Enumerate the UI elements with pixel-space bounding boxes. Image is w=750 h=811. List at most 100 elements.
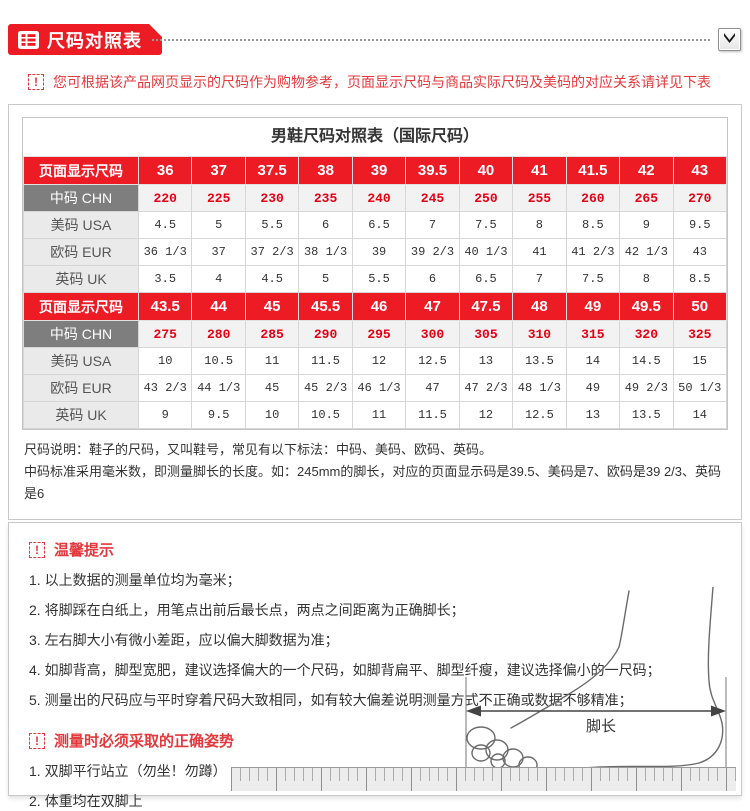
size-cell: 41	[512, 238, 567, 266]
size-cell: 13	[458, 347, 514, 375]
size-cell: 275	[137, 320, 193, 348]
size-cell: 9	[137, 401, 193, 429]
size-cell: 43	[672, 156, 728, 185]
size-cell: 8	[619, 265, 674, 293]
size-table-body: 页面显示尺码 36 37 37.5 38 39 39.5 40 41 41.5 42 43 中码 CHN…	[23, 156, 728, 429]
table-row: 英码 UK 3.5 4 4.5 5 5.5 6 6.5 7 7.5 8 8.5	[23, 265, 728, 293]
footnote-line: 中码标准采用毫米数，即测量脚长的长度。如：245mm的脚长，对应的页面显示码是3…	[24, 464, 722, 501]
size-cell: 11.5	[405, 401, 460, 429]
tips-title: 温馨提示	[54, 542, 115, 559]
size-cell: 41.5	[565, 156, 621, 185]
size-cell: 6	[405, 265, 460, 293]
size-cell: 37	[191, 238, 246, 266]
posture-title: 测量时必须采取的正确姿势	[54, 733, 235, 750]
tip-item: 5. 测量出的尺码应与平时穿着尺码大致相同，如有较大偏差说明测量方式不正确或数据…	[29, 692, 633, 708]
table-row: 页面显示尺码 43.5 44 45 45.5 46 47 47.5 48 49 49.5 50	[23, 292, 728, 321]
size-cell: 38 1/3	[298, 238, 353, 266]
size-table: 页面显示尺码 36 37 37.5 38 39 39.5 40 41 41.5 42 43 中码 CHN…	[23, 156, 728, 429]
size-cell: 295	[351, 320, 407, 348]
size-cell: 8	[512, 211, 567, 239]
row-label: 中码 CHN	[23, 320, 139, 348]
size-cell: 225	[191, 184, 246, 212]
size-cell: 44	[191, 292, 246, 321]
tip-item: 4. 如脚背高，脚型宽肥，建议选择偏大的一个尺码，如脚背扁平、脚型纤瘦，建议选择…	[29, 662, 661, 678]
size-cell: 5.5	[244, 211, 300, 239]
size-cell: 13	[565, 401, 621, 429]
size-table-panel: 男鞋尺码对照表（国际尺码） 页面显示尺码 36 37 37.5 38 39 39.5 40 41…	[8, 104, 742, 520]
size-cell: 235	[298, 184, 353, 212]
row-label: 英码 UK	[23, 265, 139, 293]
posture-title-row: ! 测量时必须采取的正确姿势	[29, 730, 741, 751]
size-cell: 43	[672, 238, 728, 266]
size-cell: 270	[672, 184, 728, 212]
size-cell: 38	[298, 156, 353, 185]
size-cell: 11.5	[298, 347, 353, 375]
table-row: 美码 USA 4.5 5 5.5 6 6.5 7 7.5 8 8.5 9 9.5	[23, 211, 728, 239]
posture-item: 1. 双脚平行站立（勿坐！勿蹲）	[29, 763, 227, 779]
table-row: 中码 CHN 275 280 285 290 295 300 305 310 315 320 325	[23, 320, 728, 348]
size-cell: 280	[191, 320, 246, 348]
size-cell: 46	[351, 292, 407, 321]
size-cell: 8.5	[672, 265, 728, 293]
notice-text: 您可根据该产品网页显示的尺码作为购物参考，页面显示尺码与商品实际尺码及美码的对应…	[53, 74, 711, 90]
size-cell: 265	[619, 184, 674, 212]
table-row: 中码 CHN 220 225 230 235 240 245 250 255 260 265 270	[23, 184, 728, 212]
size-cell: 290	[298, 320, 353, 348]
size-cell: 10	[244, 401, 300, 429]
size-cell: 5.5	[351, 265, 407, 293]
size-cell: 36 1/3	[137, 238, 193, 266]
row-label: 欧码 EUR	[23, 374, 139, 402]
size-cell: 37.5	[244, 156, 300, 185]
size-cell: 300	[405, 320, 460, 348]
tip-item: 2. 将脚踩在白纸上，用笔点出前后最长点，两点之间距离为正确脚长；	[29, 602, 465, 618]
table-row: 欧码 EUR 36 1/3 37 37 2/3 38 1/3 39 39 2/3 40 1/3…	[23, 238, 728, 266]
size-cell: 44 1/3	[191, 374, 246, 402]
size-cell: 50 1/3	[672, 374, 728, 402]
size-cell: 39.5	[405, 156, 460, 185]
size-cell: 49.5	[619, 292, 674, 321]
row-label: 美码 USA	[23, 211, 139, 239]
size-cell: 7	[512, 265, 567, 293]
size-cell: 40	[458, 156, 514, 185]
size-cell: 310	[512, 320, 567, 348]
row-label: 英码 UK	[23, 401, 139, 429]
size-cell: 42 1/3	[619, 238, 674, 266]
size-cell: 9.5	[191, 401, 246, 429]
size-cell: 6.5	[351, 211, 407, 239]
size-cell: 37	[191, 156, 246, 185]
size-cell: 12.5	[405, 347, 460, 375]
size-cell: 12	[351, 347, 407, 375]
size-cell: 45.5	[298, 292, 353, 321]
section-header-bar: 尺码对照表	[0, 0, 750, 56]
size-cell: 10.5	[298, 401, 353, 429]
row-label: 欧码 EUR	[23, 238, 139, 266]
size-cell: 260	[565, 184, 621, 212]
size-cell: 13.5	[619, 401, 674, 429]
size-cell: 9	[619, 211, 674, 239]
size-cell: 49	[565, 292, 621, 321]
size-cell: 255	[512, 184, 567, 212]
size-cell: 45	[244, 292, 300, 321]
size-cell: 240	[351, 184, 407, 212]
size-cell: 41 2/3	[565, 238, 621, 266]
table-row: 页面显示尺码 36 37 37.5 38 39 39.5 40 41 41.5 42 43	[23, 156, 728, 185]
size-cell: 7.5	[565, 265, 621, 293]
size-cell: 39	[351, 156, 407, 185]
size-cell: 49	[565, 374, 621, 402]
table-row: 英码 UK 9 9.5 10 10.5 11 11.5 12 12.5 13 13.5 14	[23, 401, 728, 429]
chevron-down-icon	[722, 31, 737, 49]
collapse-toggle-button[interactable]	[718, 28, 741, 51]
size-cell: 46 1/3	[351, 374, 407, 402]
size-cell: 40 1/3	[458, 238, 514, 266]
size-cell: 3.5	[137, 265, 193, 293]
size-cell: 48 1/3	[512, 374, 567, 402]
size-cell: 47 2/3	[458, 374, 514, 402]
size-cell: 4	[191, 265, 246, 293]
section-title-tab: 尺码对照表	[8, 24, 162, 55]
size-cell: 5	[191, 211, 246, 239]
size-cell: 13.5	[512, 347, 567, 375]
size-cell: 250	[458, 184, 514, 212]
list-icon	[18, 31, 39, 49]
size-cell: 49 2/3	[619, 374, 674, 402]
